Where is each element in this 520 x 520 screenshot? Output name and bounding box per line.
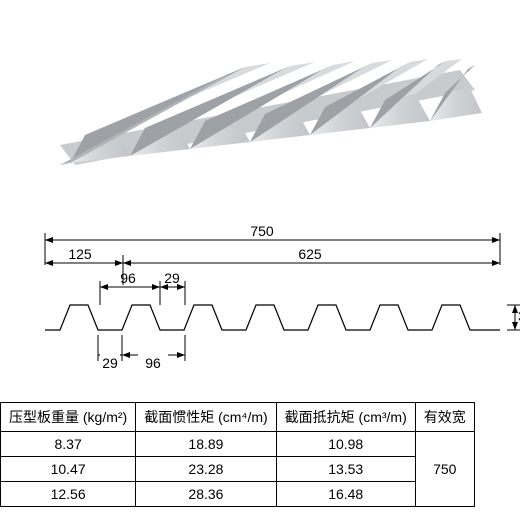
dim-pitch-top: 96 29 — [100, 270, 185, 305]
cell: 10.98 — [276, 432, 415, 457]
profile-cross-section — [45, 305, 500, 330]
cell: 13.53 — [276, 457, 415, 482]
dim-total-width: 750 — [45, 225, 500, 265]
dim-pitch-bottom: 29 96 — [98, 335, 185, 371]
cell: 23.28 — [136, 457, 276, 482]
cell: 18.89 — [136, 432, 276, 457]
col-weight: 压型板重量 (kg/m²) — [1, 403, 136, 432]
dim-29a-label: 29 — [164, 270, 180, 286]
cell: 10.47 — [1, 457, 136, 482]
dim-96a-label: 96 — [120, 270, 136, 286]
dim-625-label: 625 — [298, 246, 322, 262]
table-row: 10.47 23.28 13.53 — [1, 457, 475, 482]
dim-module: 125 625 — [45, 246, 500, 285]
dim-125-label: 125 — [68, 246, 92, 262]
cell: 8.37 — [1, 432, 136, 457]
technical-drawing: 750 125 625 96 29 — [10, 225, 520, 395]
ribs-group — [60, 59, 482, 165]
header-effwidth-label: 有效宽 — [424, 409, 466, 425]
table-header-row: 压型板重量 (kg/m²) 截面惯性矩 (cm⁴/m) 截面抵抗矩 (cm³/m… — [1, 403, 475, 432]
table-row: 8.37 18.89 10.98 750 — [1, 432, 475, 457]
dim-750-label: 750 — [250, 225, 274, 239]
cell: 28.36 — [136, 482, 276, 507]
header-weight-label: 压型板重量 (kg/m²) — [9, 409, 127, 425]
col-modulus: 截面抵抗矩 (cm³/m) — [276, 403, 415, 432]
table-row: 12.56 28.36 16.48 — [1, 482, 475, 507]
dim-29b-label: 29 — [102, 355, 118, 371]
cell-effwidth: 750 — [415, 432, 474, 507]
cell: 16.48 — [276, 482, 415, 507]
dim-height: 3 — [507, 305, 520, 330]
col-effwidth: 有效宽 — [415, 403, 474, 432]
spec-table: 压型板重量 (kg/m²) 截面惯性矩 (cm⁴/m) 截面抵抗矩 (cm³/m… — [0, 402, 475, 507]
cell: 12.56 — [1, 482, 136, 507]
dim-96b-label: 96 — [145, 355, 161, 371]
sheet-3d-render — [30, 15, 490, 215]
header-inertia-label: 截面惯性矩 (cm⁴/m) — [144, 409, 267, 425]
header-modulus-label: 截面抵抗矩 (cm³/m) — [285, 409, 407, 425]
col-inertia: 截面惯性矩 (cm⁴/m) — [136, 403, 276, 432]
